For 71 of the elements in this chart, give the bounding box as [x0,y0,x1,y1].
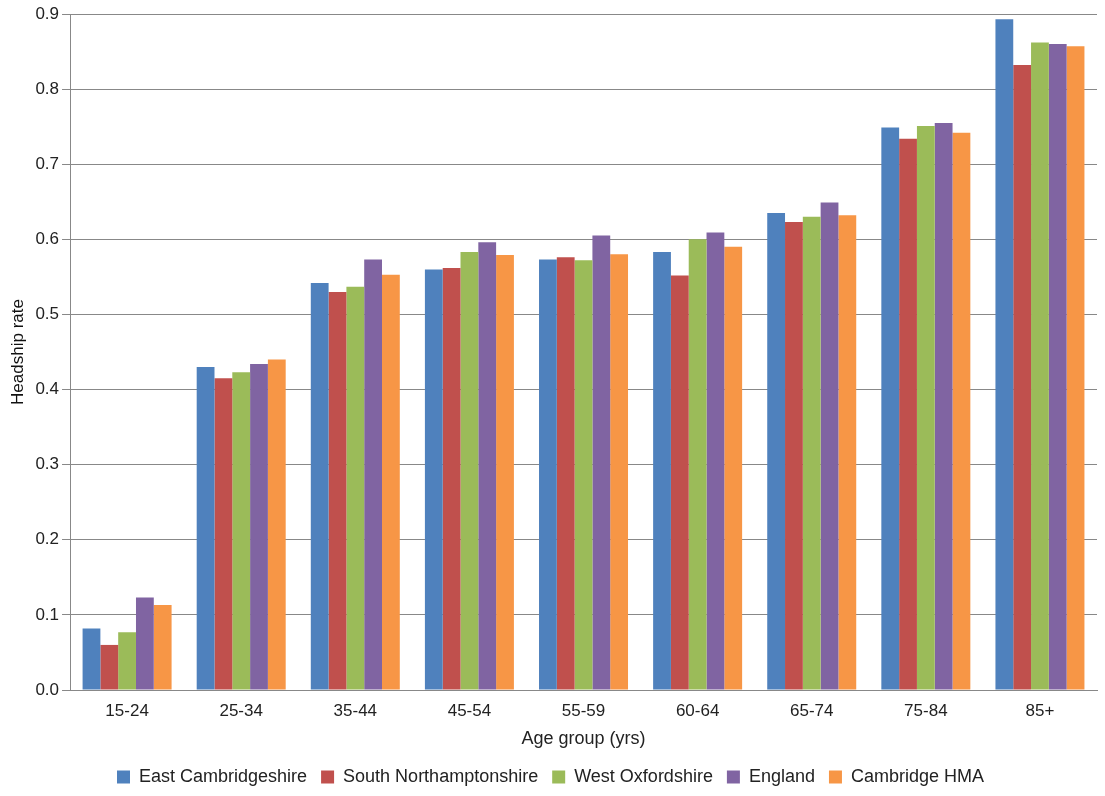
bar [478,242,497,690]
legend-label: West Oxfordshire [574,765,713,786]
bar [424,269,443,690]
bar [706,232,725,690]
bar [1031,42,1049,690]
bar [118,632,136,690]
bar [934,122,953,690]
bar [82,628,101,690]
bar [196,367,215,690]
x-tick-label: 25-34 [219,700,263,720]
x-tick-label: 45-54 [447,700,492,720]
bar [364,259,382,690]
legend-label: England [748,765,815,786]
bar [556,257,575,690]
bar [346,286,365,690]
y-tick-label: 0.0 [35,679,60,699]
bar [724,246,743,690]
bar [153,605,172,690]
bar [250,364,268,690]
bar [610,254,629,690]
bar [995,19,1014,690]
legend-label: Cambridge HMA [850,765,984,786]
bar [881,127,900,690]
bar [1048,44,1067,690]
bar [460,252,479,690]
y-tick-label: 0.2 [35,529,60,549]
legend-label: South Northamptonshire [343,765,539,786]
bar [382,274,400,690]
y-tick-label: 0.9 [35,3,60,23]
bar [214,378,233,690]
bar [767,213,786,690]
y-tick-label: 0.3 [35,454,60,474]
bar [267,359,286,690]
bar [802,216,821,690]
bar [135,597,154,690]
x-tick-label: 15-24 [105,700,149,720]
bar [574,260,593,690]
bar [670,275,689,690]
y-tick-label: 0.6 [35,229,60,249]
bar [785,222,803,690]
x-tick-label: 75-84 [904,700,948,720]
x-tick-label: 65-74 [789,700,834,720]
bar [952,132,971,690]
bar [1013,65,1032,690]
y-tick-label: 0.1 [35,604,60,624]
x-tick-label: 55-59 [561,700,606,720]
bar [899,138,917,690]
bar [539,259,557,690]
legend-label: East Cambridgeshire [139,765,308,786]
bar [653,252,671,690]
bar [310,282,329,690]
bar [328,291,347,690]
y-tick-label: 0.5 [35,304,60,324]
x-tick-label: 60-64 [675,700,720,720]
x-axis-title: Age group (yrs) [521,728,646,749]
bar [820,202,839,690]
bar [688,239,707,690]
x-tick-label: 85+ [1025,700,1055,720]
bar [496,255,514,690]
bar [442,267,461,690]
bar [838,215,857,690]
x-tick-label: 35-44 [333,700,378,720]
bar [232,372,251,690]
bar [100,644,119,690]
y-tick-label: 0.7 [35,153,60,173]
bar [592,235,611,690]
y-tick-label: 0.8 [35,78,60,98]
y-tick-label: 0.4 [35,379,60,399]
bar [916,125,935,690]
bar [1066,46,1085,690]
y-axis-title: Headship rate [7,299,27,405]
